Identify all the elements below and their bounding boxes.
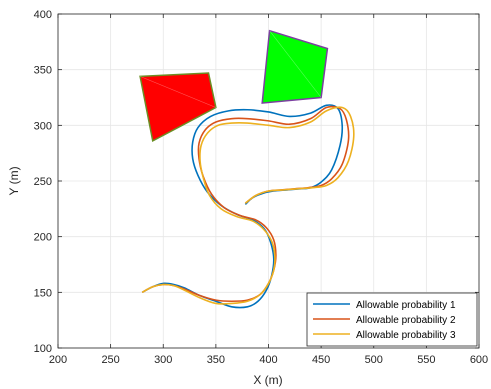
x-tick-label: 250 [101,354,119,366]
series-lines [141,104,355,309]
y-ticks: 100 150 200 250 300 350 400 [34,9,479,355]
series-line-2 [141,105,350,303]
legend: Allowable probability 1 Allowable probabi… [306,292,478,347]
y-axis-label: Y (m) [7,166,21,195]
x-tick-label: 500 [365,354,383,366]
obstacle-diagonal [139,76,216,108]
x-tick-label: 550 [417,354,435,366]
x-tick-label: 200 [49,354,67,366]
x-tick-label: 600 [470,354,488,366]
x-ticks: 200 250 300 350 400 450 500 550 600 [49,14,488,366]
x-tick-label: 300 [154,354,172,366]
y-tick-label: 150 [34,287,52,299]
y-tick-label: 350 [34,65,52,77]
x-tick-label: 350 [207,354,225,366]
x-tick-label: 450 [312,354,330,366]
obstacles [139,29,329,143]
y-tick-label: 300 [34,120,52,132]
series-line-3 [141,106,355,305]
legend-label-1: Allowable probability 1 [356,300,456,311]
x-tick-label: 400 [259,354,277,366]
legend-label-3: Allowable probability 3 [356,330,456,341]
obstacle-diagonal [269,30,322,98]
y-tick-label: 400 [34,9,52,21]
y-tick-label: 200 [34,232,52,244]
y-tick-label: 250 [34,176,52,188]
y-tick-label: 100 [34,343,52,355]
series-line-1 [141,104,344,309]
legend-label-2: Allowable probability 2 [356,315,456,326]
obstacle-2 [261,29,329,104]
x-axis-label: X (m) [253,373,282,387]
obstacle-1 [139,72,217,143]
